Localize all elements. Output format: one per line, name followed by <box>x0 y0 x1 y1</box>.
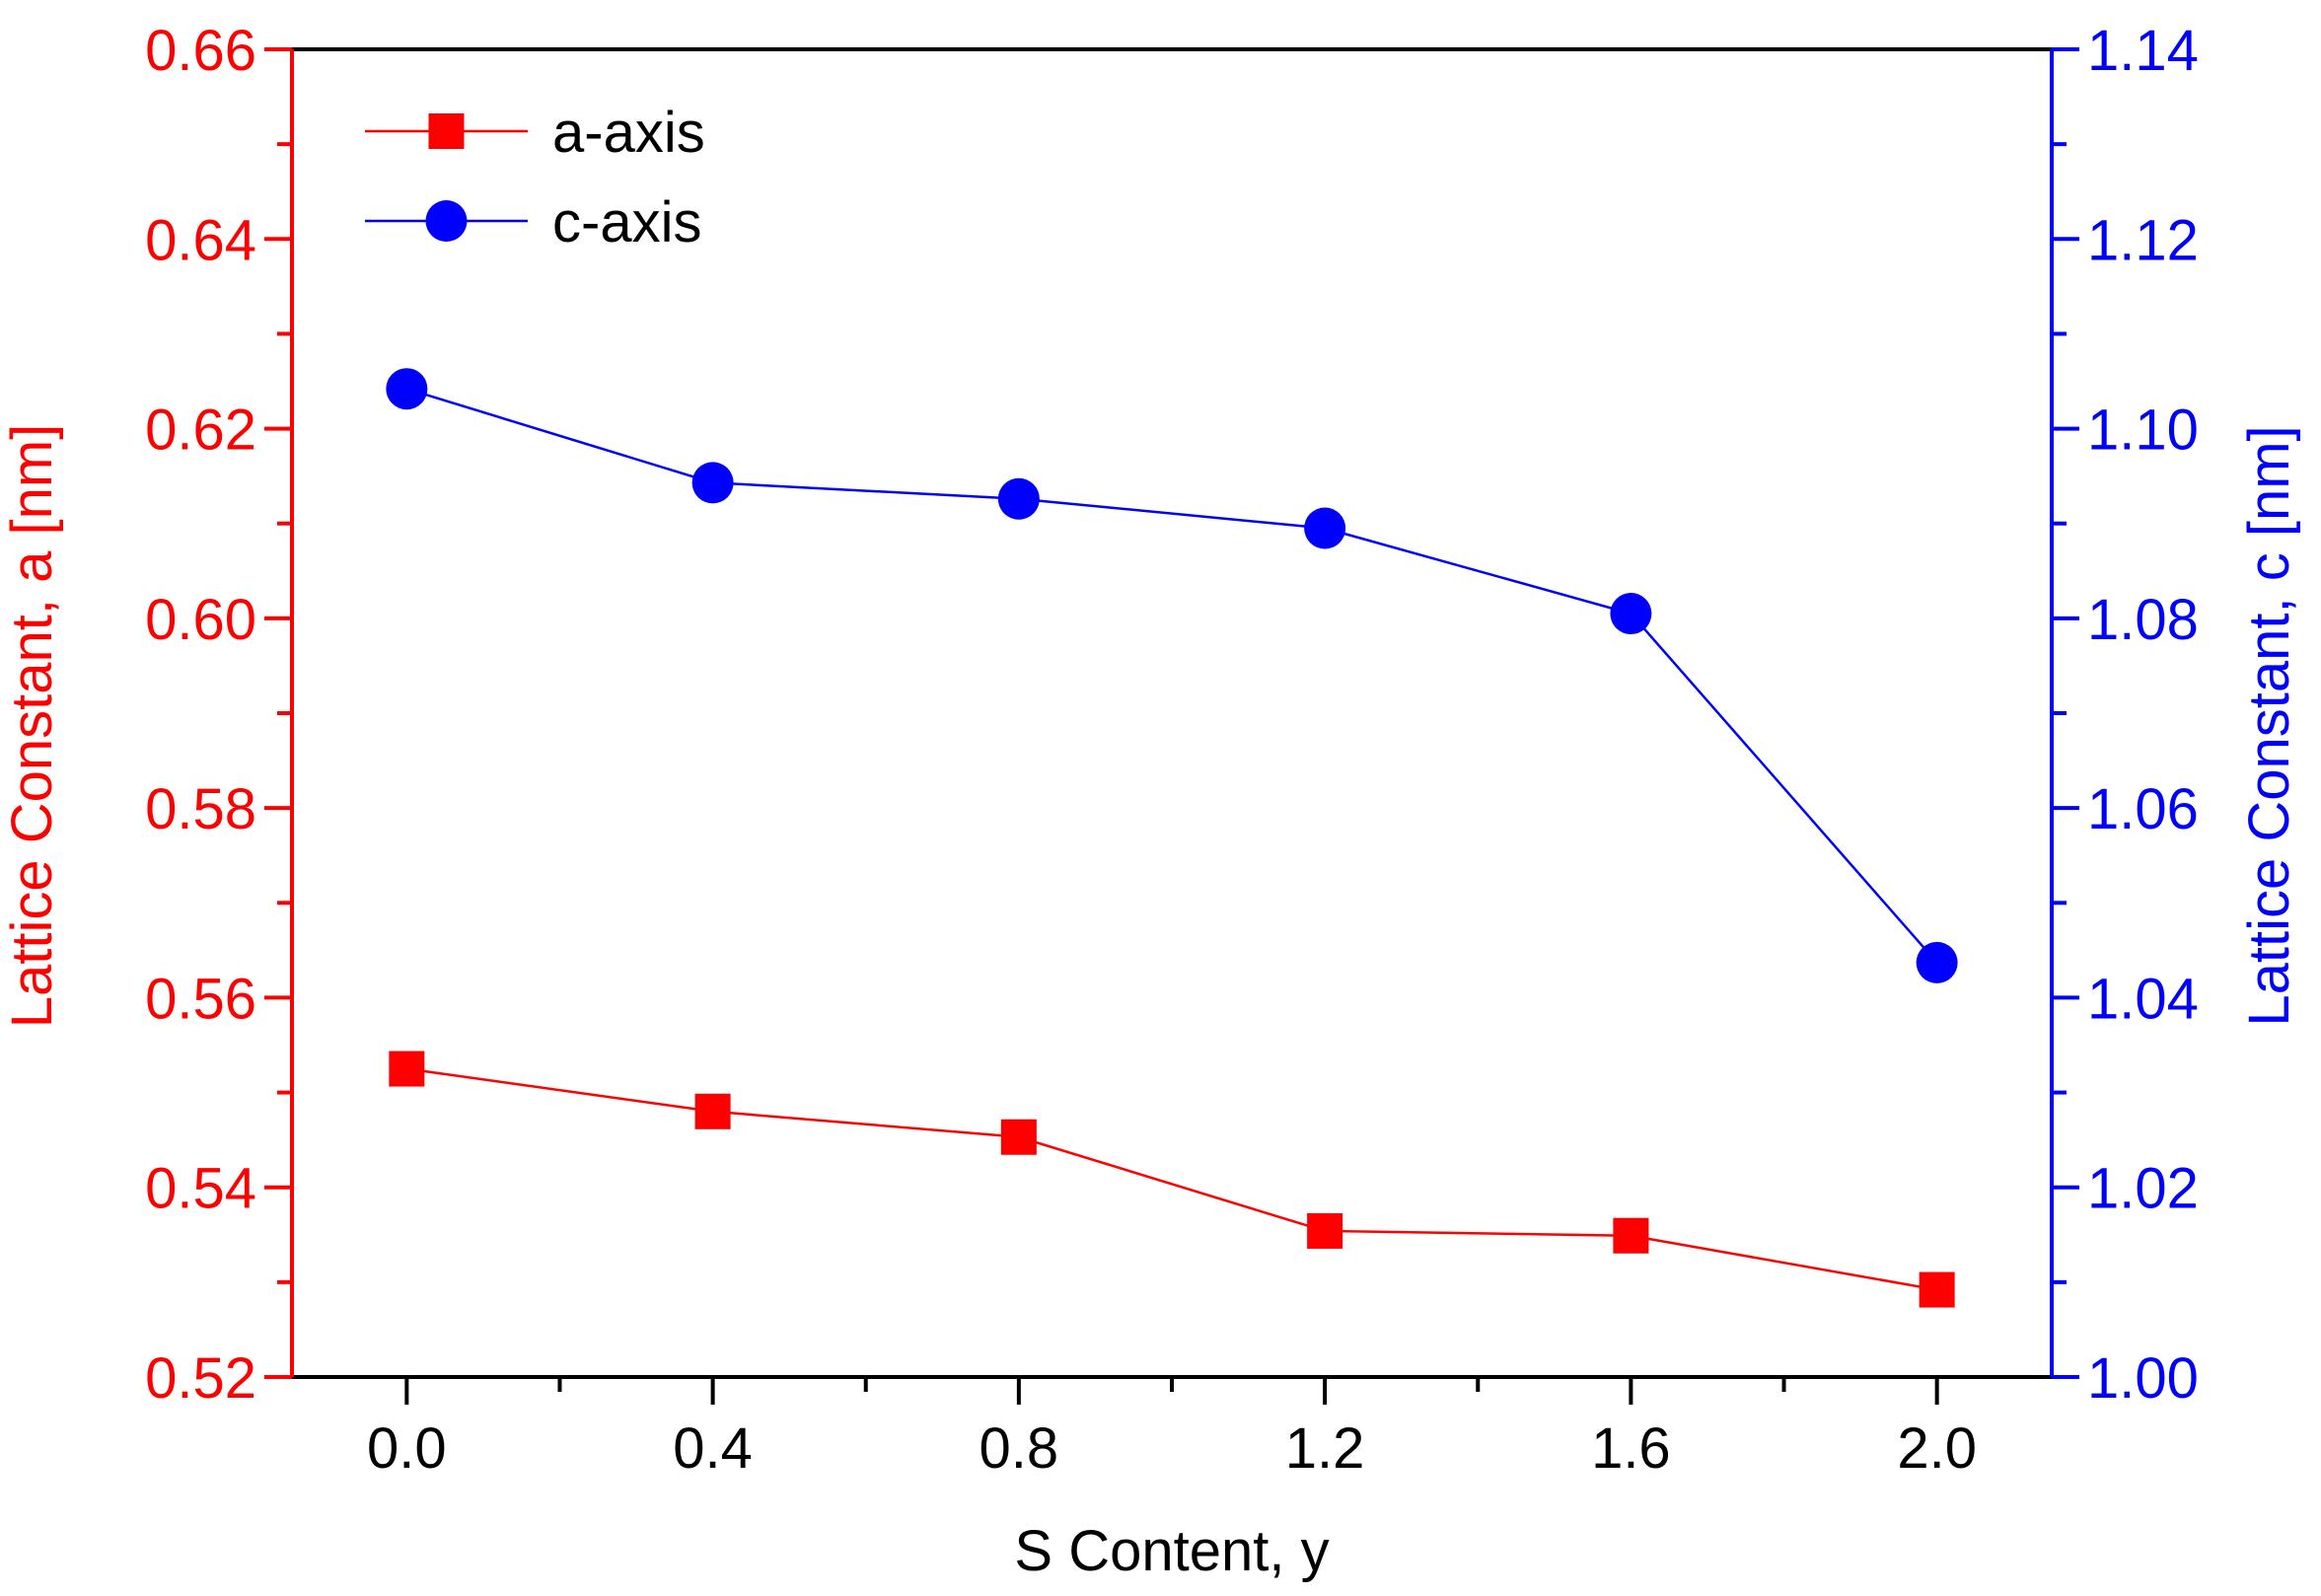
series-layer <box>386 368 1958 1308</box>
x-tick-label: 2.0 <box>1897 1416 1977 1481</box>
x-tick-label: 1.6 <box>1591 1416 1671 1481</box>
a-axis-marker <box>389 1051 425 1087</box>
x-axis-ticks: 0.0 0.4 0.8 1.2 1.6 2.0 <box>367 1377 1977 1481</box>
left-y-axis-ticks: 0.52 0.54 0.56 0.58 0.60 0.62 0.64 0.66 <box>145 19 292 1411</box>
c-axis-marker <box>1610 593 1652 635</box>
left-tick-label: 0.56 <box>145 967 256 1031</box>
right-y-axis-ticks: 1.00 1.02 1.04 1.06 1.08 1.10 1.12 1.14 <box>2052 19 2199 1411</box>
legend-marker-circle <box>425 200 468 242</box>
x-tick-label: 0.4 <box>673 1416 753 1481</box>
left-tick-label: 0.64 <box>145 208 256 272</box>
a-axis-marker <box>1919 1271 1955 1308</box>
a-axis-marker <box>1000 1119 1037 1155</box>
c-axis-marker <box>691 462 734 504</box>
left-tick-label: 0.54 <box>145 1157 256 1221</box>
left-tick-label: 0.60 <box>145 588 256 652</box>
a-axis-marker <box>694 1093 731 1129</box>
right-tick-label: 1.10 <box>2087 399 2199 463</box>
right-tick-label: 1.14 <box>2087 19 2199 83</box>
right-y-axis-label: Lattice Constant, c [nm] <box>2237 425 2301 1026</box>
right-tick-label: 1.00 <box>2087 1346 2199 1411</box>
a-axis-marker <box>1307 1212 1343 1249</box>
a-axis-line <box>406 1067 1937 1291</box>
a-axis-marker <box>1613 1217 1649 1254</box>
left-tick-label: 0.58 <box>145 777 256 841</box>
legend: a-axis c-axis <box>365 101 705 254</box>
right-tick-label: 1.02 <box>2087 1157 2199 1221</box>
right-tick-label: 1.04 <box>2087 967 2199 1031</box>
x-tick-label: 0.0 <box>367 1416 447 1481</box>
legend-marker-square <box>428 113 465 149</box>
legend-label: c-axis <box>552 190 701 254</box>
right-tick-label: 1.08 <box>2087 588 2199 652</box>
left-y-axis-label: Lattice Constant, a [nm] <box>0 424 64 1029</box>
x-axis-label: S Content, y <box>1014 1519 1329 1583</box>
right-tick-label: 1.12 <box>2087 208 2199 272</box>
c-axis-marker <box>1916 941 1958 983</box>
x-tick-label: 0.8 <box>979 1416 1059 1481</box>
left-tick-label: 0.66 <box>145 19 256 83</box>
left-tick-label: 0.62 <box>145 399 256 463</box>
c-axis-marker <box>997 477 1040 520</box>
c-axis-line <box>405 387 1938 964</box>
c-axis-marker <box>1304 507 1346 549</box>
c-axis-marker <box>386 368 428 410</box>
x-tick-label: 1.2 <box>1285 1416 1365 1481</box>
right-tick-label: 1.06 <box>2087 777 2199 841</box>
left-tick-label: 0.52 <box>145 1346 256 1411</box>
legend-label: a-axis <box>552 101 705 165</box>
